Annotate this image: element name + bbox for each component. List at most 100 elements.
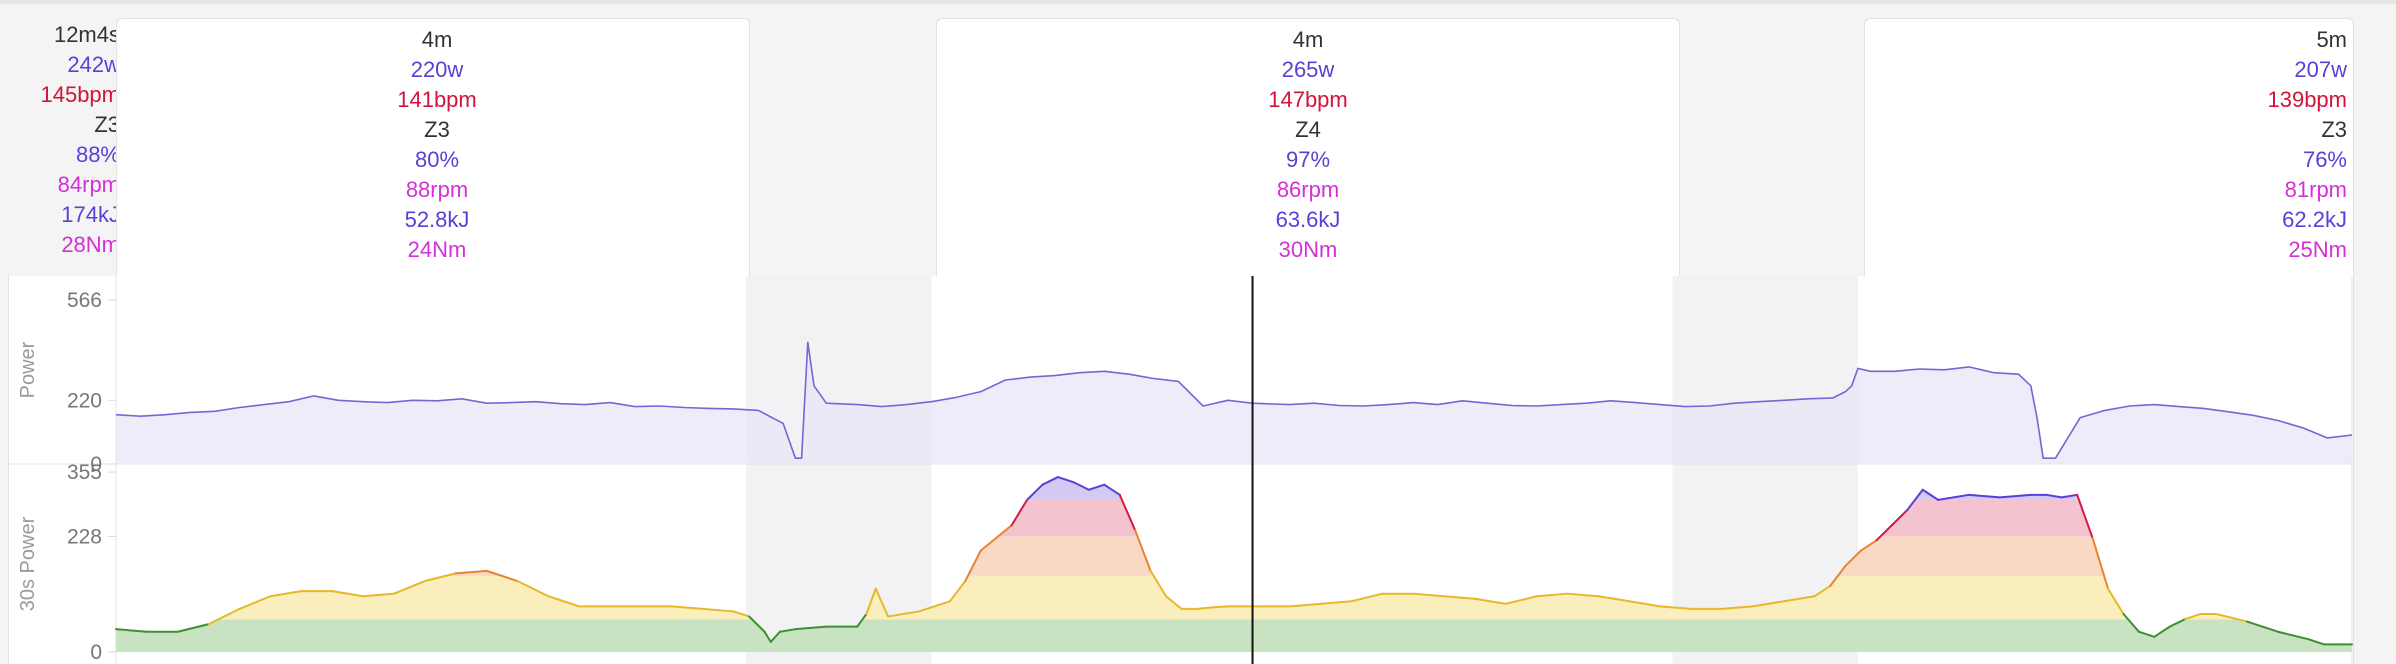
power-30s-segment <box>948 580 967 603</box>
power-30s-segment <box>2153 625 2171 638</box>
power-30s-segment <box>1659 605 1693 610</box>
power-30s-segment <box>1875 524 1893 542</box>
power-30s-segment <box>979 524 1013 552</box>
power-30s-segment <box>1026 483 1044 501</box>
power-chart: Power 0 220 566 <box>17 289 2353 476</box>
interval-power: 207w <box>2294 57 2347 82</box>
power-30s-segment <box>701 607 735 613</box>
interval-cadence: 88rpm <box>405 177 469 202</box>
interval-panel-3[interactable]: 5m 207w 139bpm Z3 76% 81rpm 62.2kJ 25Nm <box>1864 18 2354 277</box>
interval-panel-1[interactable]: 4m 220w 141bpm Z3 80% 88rpm 52.8kJ 24Nm <box>116 18 750 277</box>
interval-gap <box>746 276 932 664</box>
power-30s-segment <box>887 610 920 618</box>
interval-zone: Z3 <box>2321 117 2347 142</box>
power-30s-segment <box>1211 605 1229 609</box>
power-30s-segment <box>1473 597 1507 605</box>
zone-band-1 <box>116 619 2352 652</box>
power-30s-segment <box>2076 493 2094 539</box>
zone-band-3 <box>116 536 2352 576</box>
power-30s-segment <box>362 592 395 598</box>
interval-energy: 63.6kJ <box>1275 207 1341 232</box>
power-30s-segment <box>1504 595 1538 605</box>
power-30s-segment <box>1072 481 1090 491</box>
power-30s-segment <box>779 628 797 633</box>
power-30s-segment <box>2045 493 2063 499</box>
interval-gap-shading <box>746 276 1858 664</box>
power-30s-segment <box>874 587 890 618</box>
power-30s-segment <box>176 623 210 633</box>
y-tick-label: 0 <box>90 453 102 476</box>
interval-ftp-percent: 76% <box>2302 147 2347 172</box>
power-30s-segment <box>865 587 877 615</box>
interval-duration: 5m <box>2316 27 2347 52</box>
power-30s-segment <box>732 610 751 618</box>
power-30s-segment <box>2215 612 2248 623</box>
summary-cadence: 84rpm <box>57 172 120 197</box>
power-30s-segment <box>856 612 868 628</box>
power-30s-segment <box>454 569 488 575</box>
power-line <box>115 341 2353 459</box>
power-30s-segment <box>1134 529 1152 572</box>
interval-zone: Z4 <box>1295 117 1321 142</box>
selection-summary: 12m4s 242w 145bpm Z3 88% 84rpm 174kJ 28N… <box>0 20 120 260</box>
power-30s-segment <box>748 615 766 633</box>
interval-ftp-percent: 80% <box>414 147 460 172</box>
power-30s-segment <box>1751 600 1785 608</box>
power-30s-segment <box>1937 493 1971 501</box>
power-30s-segment <box>2276 630 2310 641</box>
power-30s-segment <box>547 595 581 608</box>
power-30s-segment <box>2137 630 2156 638</box>
interval-heart-rate: 139bpm <box>2267 87 2347 112</box>
summary-energy: 174kJ <box>61 202 120 227</box>
power-30s-segment <box>1056 476 1075 484</box>
power-30s-segment <box>1968 493 2001 499</box>
power-30s-segment <box>670 605 704 610</box>
power-30s-segment <box>207 607 241 626</box>
interval-heart-rate: 147bpm <box>1268 87 1348 112</box>
power-30s-segment <box>1165 595 1183 610</box>
y-tick-label: 220 <box>67 389 102 412</box>
power-30s-axis-label: 30s Power <box>17 516 39 611</box>
power-30s-segment <box>516 580 550 598</box>
power-30s-segment <box>2245 620 2279 633</box>
interval-torque: 24Nm <box>407 237 467 262</box>
power-30s-segment <box>1103 483 1121 496</box>
power-30s-segment <box>2107 587 2125 615</box>
summary-torque: 28Nm <box>61 232 120 257</box>
power-30s-segment <box>331 590 365 598</box>
interval-energy: 62.2kJ <box>2282 207 2347 232</box>
power-30s-segment <box>1041 476 1059 486</box>
interval-torque: 30Nm <box>1278 237 1338 262</box>
power-30s-segment <box>1813 585 1832 598</box>
power-30s-segment <box>2091 536 2110 590</box>
power-30s-segment <box>115 628 148 633</box>
interval-torque: 25Nm <box>2288 237 2347 262</box>
power-30s-segment <box>2122 612 2140 633</box>
top-divider <box>0 0 2396 4</box>
power-30s-segment <box>2184 612 2202 621</box>
interval-ftp-percent: 97% <box>1285 147 1331 172</box>
power-30s-segment <box>1288 602 1322 608</box>
power-30s-segment <box>238 595 272 610</box>
power-30s-segment <box>917 600 951 613</box>
power-30s-segment <box>269 590 303 598</box>
interval-power: 265w <box>1281 57 1335 82</box>
y-tick-label: 0 <box>90 641 102 664</box>
summary-heart-rate: 145bpm <box>40 82 120 107</box>
power-30s-segment <box>485 569 519 583</box>
summary-duration: 12m4s <box>53 22 120 47</box>
power-30s-segment <box>763 630 772 643</box>
power-30s-segment <box>1149 569 1168 598</box>
y-tick-label: 228 <box>67 525 102 548</box>
power-30s-segment <box>1566 592 1600 598</box>
power-30s-segment <box>2168 618 2187 628</box>
power-30s-segment <box>1921 488 1940 501</box>
interval-panel-2[interactable]: 4m 265w 147bpm Z4 97% 86rpm 63.6kJ 30Nm <box>936 18 1680 277</box>
power-30s-segment <box>2307 638 2326 646</box>
power-30s-segment <box>1010 498 1029 527</box>
power-30s-segment <box>1844 549 1862 567</box>
power-axis-label: Power <box>17 341 39 398</box>
power-30s-segment <box>964 549 982 583</box>
